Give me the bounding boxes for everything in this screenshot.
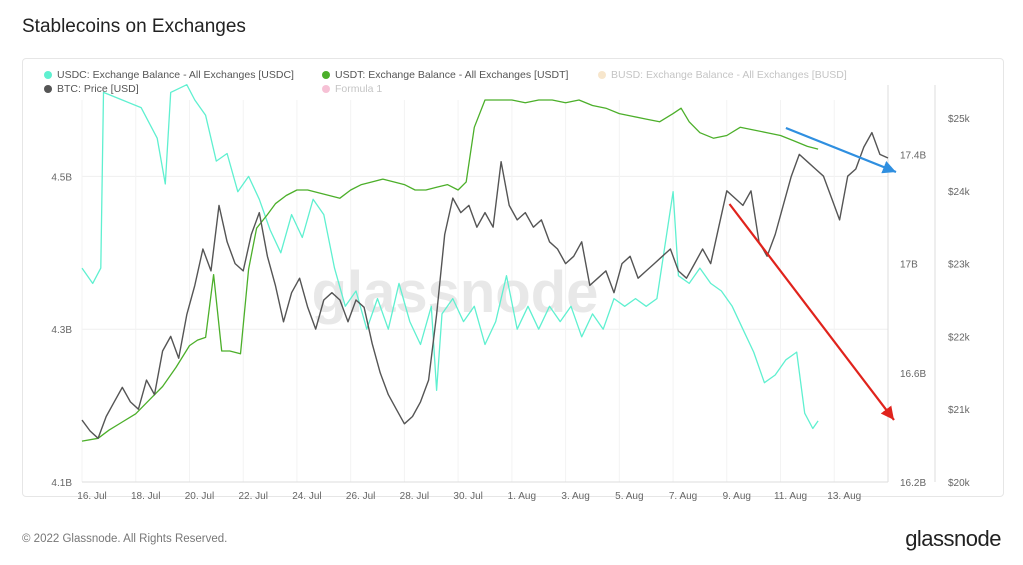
usdt-balance-line [81,99,819,442]
y-right-tick-label: $21k [948,405,971,416]
legend-swatch [598,71,606,79]
x-tick-label: 1. Aug [508,491,536,502]
y-right-tick-label: $24k [948,187,971,198]
x-tick-label: 22. Jul [238,491,267,502]
x-tick-label: 11. Aug [774,491,807,502]
blue-trend-arrow [785,126,897,174]
chart-title: Stablecoins on Exchanges [22,16,246,37]
legend-item[interactable]: Formula 1 [322,83,382,95]
watermark: glassnode [312,260,599,325]
legend-swatch [44,85,52,93]
chart-panel [22,58,1004,497]
x-tick-label: 18. Jul [131,491,160,502]
x-tick-label: 24. Jul [292,491,321,502]
x-tick-label: 9. Aug [723,491,751,502]
legend-item[interactable]: USDC: Exchange Balance - All Exchanges [… [44,69,294,81]
x-tick-label: 5. Aug [615,491,643,502]
glassnode-logo: glassnode [905,526,1001,551]
legend-label: Formula 1 [335,83,383,95]
legend-item[interactable]: BTC: Price [USD] [44,83,139,95]
x-tick-label: 16. Jul [77,491,106,502]
x-tick-label: 7. Aug [669,491,697,502]
y-right-tick-label: $22k [948,332,971,343]
y-left-tick-label: 4.5B [51,172,72,183]
legend-label: BTC: Price [USD] [57,83,139,95]
legend-swatch [322,71,330,79]
legend-item[interactable]: BUSD: Exchange Balance - All Exchanges [… [598,69,847,81]
red-trend-arrow [728,203,895,421]
btc-price-line [81,131,889,439]
x-tick-label: 30. Jul [453,491,482,502]
x-tick-label: 28. Jul [400,491,429,502]
x-tick-label: 26. Jul [346,491,375,502]
y-right-tick-label: $20k [948,478,971,489]
y-mid-tick-label: 16.6B [900,369,926,380]
y-mid-tick-label: 16.2B [900,478,926,489]
y-right-tick-label: $25k [948,114,971,125]
copyright-text: © 2022 Glassnode. All Rights Reserved. [22,533,228,545]
legend-item[interactable]: USDT: Exchange Balance - All Exchanges [… [322,69,568,81]
x-tick-label: 13. Aug [827,491,861,502]
y-mid-tick-label: 17.4B [900,151,926,162]
x-tick-label: 3. Aug [561,491,589,502]
legend-swatch [322,85,330,93]
legend-label: USDC: Exchange Balance - All Exchanges [… [57,69,294,81]
y-left-tick-label: 4.3B [51,325,72,336]
legend-label: USDT: Exchange Balance - All Exchanges [… [335,69,569,81]
legend-swatch [44,71,52,79]
y-left-tick-label: 4.1B [51,478,72,489]
y-right-tick-label: $23k [948,260,971,271]
x-tick-label: 20. Jul [185,491,214,502]
usdc-balance-line [81,84,819,430]
legend-label: BUSD: Exchange Balance - All Exchanges [… [611,69,847,81]
y-mid-tick-label: 17B [900,260,918,271]
